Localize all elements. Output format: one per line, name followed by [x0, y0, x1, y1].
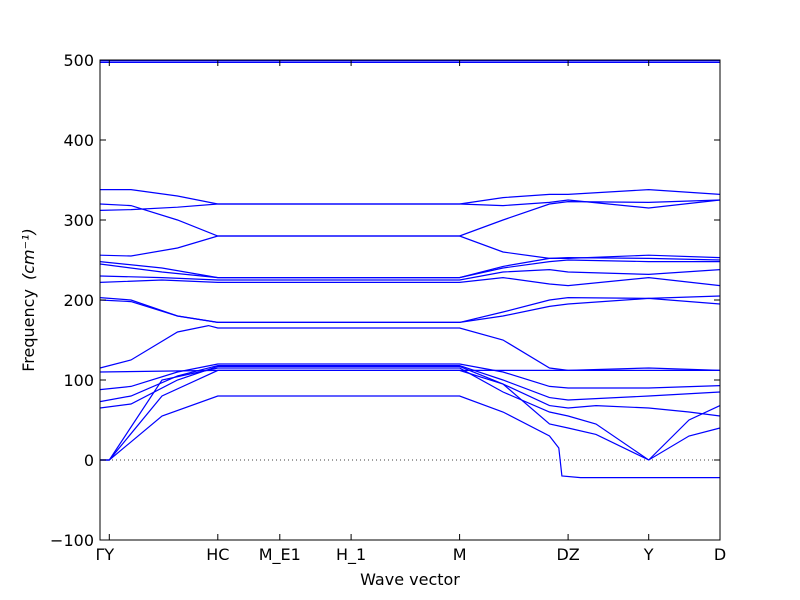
x-tick-label: Y — [103, 545, 114, 564]
y-tick-label: −100 — [50, 531, 94, 550]
band-line-1 — [100, 395, 720, 479]
band-line-5 — [99, 365, 721, 403]
band-line-18 — [100, 188, 721, 205]
x-tick-label: M — [453, 545, 467, 564]
x-tick-label: H_1 — [336, 545, 366, 565]
y-tick-label: 500 — [63, 51, 94, 70]
y-tick-label: 300 — [63, 211, 94, 230]
band-line-9 — [99, 295, 721, 323]
band-line-8 — [99, 324, 721, 372]
band-line-15 — [99, 235, 721, 259]
band-line-4 — [99, 365, 721, 417]
band-line-7 — [99, 369, 720, 373]
x-tick-label: M_E1 — [259, 545, 301, 565]
band-line-17 — [99, 199, 721, 237]
band-line-16 — [99, 199, 721, 211]
band-line-14 — [99, 256, 721, 279]
band-line-13 — [99, 259, 720, 279]
y-tick-label: 200 — [63, 291, 94, 310]
band-line-3 — [100, 367, 721, 461]
x-tick-label: Y — [643, 545, 654, 564]
x-axis-label: Wave vector — [360, 570, 460, 589]
band-line-6 — [99, 363, 721, 391]
y-axis-label: Frequency (cm⁻¹) — [19, 228, 38, 371]
y-tick-label: 100 — [63, 371, 94, 390]
band-line-2 — [100, 369, 721, 461]
x-tick-label: D — [714, 545, 726, 564]
band-line-11 — [99, 276, 721, 287]
x-tick-label: DZ — [556, 545, 579, 564]
y-tick-label: 0 — [84, 451, 94, 470]
x-tick-label: Γ — [96, 545, 105, 564]
x-tick-label: HC — [206, 545, 229, 564]
y-axis-label-unit: (cm⁻¹) — [19, 228, 38, 280]
y-axis-label-text: Frequency — [19, 289, 38, 372]
y-tick-label: 400 — [63, 131, 94, 150]
band-line-12 — [99, 268, 721, 281]
band-line-10 — [99, 297, 721, 323]
